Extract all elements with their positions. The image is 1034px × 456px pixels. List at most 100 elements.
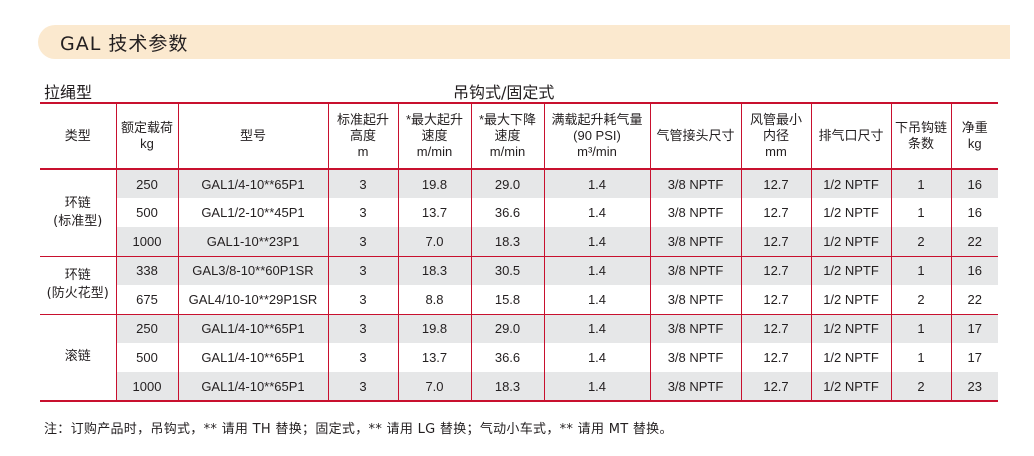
- table-row: 500 GAL1/2-10**45P1 3 13.7 36.6 1.4 3/8 NPTF 12…: [40, 198, 998, 227]
- cell-exhaust-size: 1/2 NPTF: [810, 169, 891, 198]
- cell-air-inlet-size: 3/8 NPTF: [649, 227, 741, 256]
- cell-lift-height: 3: [327, 343, 398, 372]
- cell-exhaust-size: 1/2 NPTF: [810, 285, 891, 314]
- header-net-weight: 净重 kg: [950, 103, 998, 169]
- type-label: 环链: [64, 195, 91, 211]
- cell-air-consumption: 1.4: [543, 256, 650, 285]
- cell-max-lower-speed: 18.3: [470, 372, 544, 401]
- cell-rated-load: 250: [115, 169, 178, 198]
- cell-max-lower-speed: 36.6: [470, 343, 544, 372]
- type-cell: 环链 (标准型): [40, 169, 116, 256]
- header-text: kg: [967, 136, 982, 151]
- table-row: 500 GAL1/4-10**65P1 3 13.7 36.6 1.4 3/8 NPTF 12…: [40, 343, 998, 372]
- header-text: 条数: [907, 136, 934, 151]
- cell-hose-min-diameter: 12.7: [740, 285, 811, 314]
- table-row: 1000 GAL1-10**23P1 3 7.0 18.3 1.4 3/8 NPTF 12.7…: [40, 227, 998, 256]
- table-row: 环链 (防火花型) 338 GAL3/8-10**60P1SR 3 18.3 30.5 1.4…: [40, 256, 998, 314]
- section-title: GAL 技术参数: [60, 32, 189, 55]
- cell-max-lift-speed: 13.7: [397, 343, 471, 372]
- cell-exhaust-size: 1/2 NPTF: [810, 227, 891, 256]
- cell-air-inlet-size: 3/8 NPTF: [649, 343, 741, 372]
- header-rated-load: 额定载荷 kg: [115, 103, 178, 169]
- header-text: 速度: [494, 128, 521, 143]
- header-text: (90 PSI): [573, 128, 621, 143]
- cell-chain-falls: 1: [890, 169, 951, 198]
- cell-net-weight: 16: [950, 256, 998, 285]
- cell-max-lift-speed: 7.0: [397, 372, 471, 401]
- cell-net-weight: 16: [950, 198, 998, 227]
- cell-exhaust-size: 1/2 NPTF: [810, 198, 891, 227]
- cell-max-lower-speed: 29.0: [470, 314, 544, 343]
- cell-max-lift-speed: 8.8: [397, 285, 471, 314]
- table-row: 滚链 250 GAL1/4-10**65P1 3 19.8 29.0 1.4 3/8 NPTF…: [40, 314, 998, 401]
- header-text: m/min: [489, 144, 526, 159]
- type-label: 滚链: [64, 349, 91, 365]
- type-label: (防火花型): [46, 286, 109, 301]
- cell-net-weight: 16: [950, 169, 998, 198]
- header-row: 类型 额定载荷 kg 型号 标准起升 高度 m *最大起升 速度 m/min *最大下降 速度 m/mi…: [40, 103, 998, 169]
- header-air-consumption: 满载起升耗气量 (90 PSI) m³/min: [543, 103, 650, 169]
- cell-hose-min-diameter: 12.7: [740, 314, 811, 343]
- header-exhaust-size: 排气口尺寸: [810, 103, 891, 169]
- cell-model: GAL1/4-10**65P1: [177, 343, 328, 372]
- type-label: 环链: [64, 268, 91, 283]
- cell-exhaust-size: 1/2 NPTF: [810, 256, 891, 285]
- header-text: m/min: [416, 144, 453, 159]
- cell-air-inlet-size: 3/8 NPTF: [649, 256, 741, 285]
- footnote: 注：订购产品时，吊钩式，** 请用 TH 替换；固定式，** 请用 LG 替换；…: [44, 422, 673, 437]
- cell-air-inlet-size: 3/8 NPTF: [649, 169, 741, 198]
- header-air-inlet-size: 气管接头尺寸: [649, 103, 741, 169]
- cell-exhaust-size: 1/2 NPTF: [810, 314, 891, 343]
- cell-max-lower-speed: 15.8: [470, 285, 544, 314]
- type-cell: 环链 (防火花型): [40, 256, 116, 314]
- cell-net-weight: 22: [950, 227, 998, 256]
- cell-max-lift-speed: 19.8: [397, 314, 471, 343]
- cell-air-consumption: 1.4: [543, 372, 650, 401]
- table-row: 环链 (标准型) 250 GAL1/4-10**65P1 3 19.8 29.0 1.4 3/8…: [40, 169, 998, 256]
- cell-rated-load: 250: [115, 314, 178, 343]
- cell-model: GAL1/2-10**45P1: [177, 198, 328, 227]
- cell-exhaust-size: 1/2 NPTF: [810, 372, 891, 401]
- header-text: 风管最小: [749, 112, 802, 127]
- cell-rated-load: 500: [115, 343, 178, 372]
- header-text: 气管接头尺寸: [656, 128, 735, 143]
- cell-air-inlet-size: 3/8 NPTF: [649, 285, 741, 314]
- cell-chain-falls: 1: [890, 343, 951, 372]
- header-max-lift-speed: *最大起升 速度 m/min: [397, 103, 471, 169]
- cell-rated-load: 675: [115, 285, 178, 314]
- cell-hose-min-diameter: 12.7: [740, 198, 811, 227]
- header-text: 额定载荷: [120, 120, 173, 135]
- cell-net-weight: 22: [950, 285, 998, 314]
- cell-hose-min-diameter: 12.7: [740, 343, 811, 372]
- header-lift-height: 标准起升 高度 m: [327, 103, 398, 169]
- spec-table: 类型 额定载荷 kg 型号 标准起升 高度 m *最大起升 速度 m/min *最大下降 速度 m/mi…: [40, 102, 998, 402]
- header-text: 类型: [64, 128, 91, 143]
- type-cell: 滚链: [40, 314, 116, 401]
- header-text: *最大下降: [478, 112, 537, 127]
- cell-net-weight: 23: [950, 372, 998, 401]
- cell-model: GAL1/4-10**65P1: [177, 169, 328, 198]
- cell-chain-falls: 1: [890, 256, 951, 285]
- cell-lift-height: 3: [327, 285, 398, 314]
- cell-max-lower-speed: 18.3: [470, 227, 544, 256]
- header-type: 类型: [40, 103, 116, 169]
- table-row: 675 GAL4/10-10**29P1SR 3 8.8 15.8 1.4 3/8 NPTF…: [40, 285, 998, 314]
- cell-air-inlet-size: 3/8 NPTF: [649, 314, 741, 343]
- table-body: 环链 (标准型) 250 GAL1/4-10**65P1 3 19.8 29.0 1.4 3/8…: [40, 169, 998, 401]
- subtitle-pull-chain: 拉绳型: [44, 83, 93, 102]
- header-text: 净重: [961, 120, 988, 135]
- header-text: 速度: [421, 128, 448, 143]
- table-header: 类型 额定载荷 kg 型号 标准起升 高度 m *最大起升 速度 m/min *最大下降 速度 m/mi…: [40, 103, 998, 169]
- type-label: (标准型): [53, 213, 103, 229]
- cell-model: GAL4/10-10**29P1SR: [177, 285, 328, 314]
- cell-rated-load: 1000: [115, 372, 178, 401]
- cell-lift-height: 3: [327, 169, 398, 198]
- header-max-lower-speed: *最大下降 速度 m/min: [470, 103, 544, 169]
- header-text: m: [357, 144, 369, 159]
- section-title-bar: GAL 技术参数: [38, 25, 1010, 59]
- header-text: 标准起升: [336, 112, 389, 127]
- cell-chain-falls: 1: [890, 198, 951, 227]
- header-text: 满载起升耗气量: [551, 112, 643, 127]
- cell-lift-height: 3: [327, 227, 398, 256]
- cell-model: GAL1/4-10**65P1: [177, 372, 328, 401]
